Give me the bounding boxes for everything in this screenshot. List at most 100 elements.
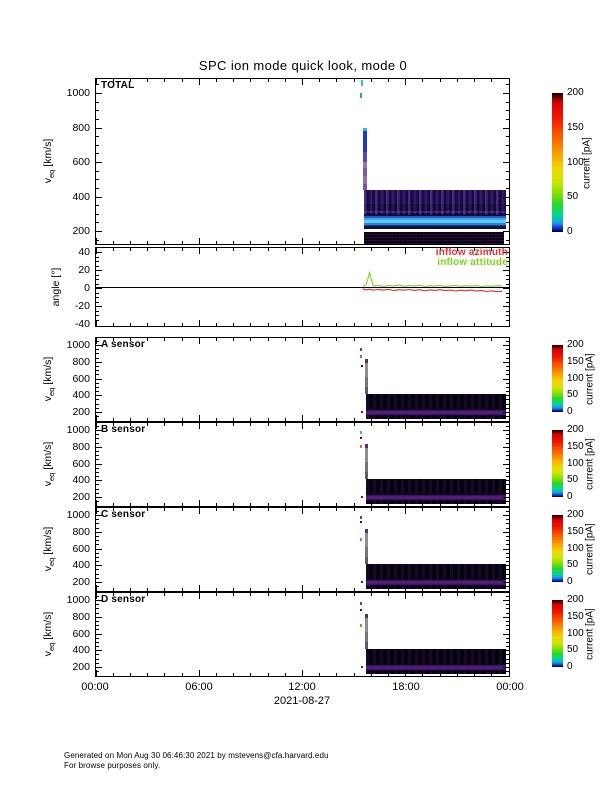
x-tick — [336, 588, 338, 591]
x-tick — [456, 423, 458, 426]
angle-legend: inflow azimuth inflow attitude — [436, 248, 508, 267]
y-tick — [506, 425, 509, 427]
x-tick — [233, 673, 235, 676]
x-tick — [215, 508, 217, 511]
y-tick — [96, 608, 99, 610]
y-tick — [503, 565, 509, 567]
total-spectrogram-noise — [364, 190, 506, 215]
x-tick — [233, 588, 235, 591]
y-tick — [506, 573, 509, 575]
y-tick-label: -40 — [74, 318, 90, 330]
y-tick — [96, 620, 99, 622]
x-tick — [353, 338, 355, 341]
x-tick — [388, 673, 390, 676]
y-tick — [506, 523, 509, 525]
x-tick — [284, 323, 286, 326]
x-tick — [215, 593, 217, 596]
y-tick — [506, 144, 509, 146]
y-tick — [503, 127, 509, 129]
y-tick-label: 600 — [72, 457, 90, 470]
x-tick — [267, 673, 269, 676]
x-tick — [147, 418, 149, 421]
y-tick — [503, 361, 509, 363]
colorbar — [552, 93, 563, 232]
x-tick — [302, 500, 303, 506]
y-tick-label: 600 — [72, 542, 90, 555]
x-tick — [508, 320, 510, 326]
y-tick-label: 0 — [84, 282, 90, 294]
x-tick — [284, 79, 286, 82]
data-speck — [360, 521, 362, 523]
colorbar-tick-label: 0 — [567, 406, 573, 417]
y-tick — [506, 283, 509, 285]
x-tick — [302, 79, 303, 85]
y-tick — [96, 527, 99, 529]
y-tick — [506, 353, 509, 355]
x-tick — [147, 593, 149, 596]
colorbar — [552, 345, 563, 412]
panel-d-sensor: D sensor — [95, 592, 510, 677]
x-tick — [319, 673, 321, 676]
x-tick — [491, 588, 493, 591]
x-tick — [353, 79, 355, 82]
y-tick — [96, 374, 99, 376]
y-tick — [506, 319, 509, 321]
x-tick — [439, 503, 441, 506]
x-tick — [181, 338, 183, 341]
colorbar-tick-label: 100 — [567, 457, 584, 469]
y-tick — [96, 279, 99, 280]
x-tick — [198, 415, 200, 421]
x-tick — [456, 248, 458, 251]
x-tick — [405, 423, 407, 429]
y-tick — [96, 523, 99, 525]
x-tick — [370, 338, 372, 341]
x-tick — [405, 585, 407, 591]
y-tick — [96, 467, 99, 469]
y-tick — [96, 231, 102, 232]
x-tick — [491, 241, 493, 244]
y-tick — [503, 288, 509, 289]
y-tick — [506, 136, 509, 138]
y-tick — [506, 527, 509, 529]
panel-total-label: TOTAL — [101, 80, 135, 91]
panel-a-sensor: A sensor — [95, 337, 510, 422]
data-speck — [361, 496, 363, 498]
x-tick — [302, 585, 303, 591]
colorbar-tick-label: 50 — [567, 191, 579, 203]
y-tick — [506, 654, 509, 656]
x-tick — [147, 248, 149, 251]
y-tick-label: 200 — [72, 576, 90, 588]
x-tick — [422, 338, 424, 341]
x-tick — [284, 248, 286, 251]
panel-b-label: B sensor — [101, 424, 146, 435]
x-tick — [474, 593, 476, 596]
y-tick-label: 1000 — [66, 339, 90, 351]
y-tick — [503, 231, 509, 232]
y-tick-label: -20 — [74, 300, 90, 312]
y-tick — [506, 399, 509, 401]
x-tick — [129, 588, 131, 591]
inflow-attitude-line — [362, 270, 503, 288]
x-tick — [198, 500, 200, 506]
x-tick — [250, 338, 252, 341]
y-tick-label: 1000 — [66, 87, 90, 99]
x-tick — [456, 588, 458, 591]
y-tick — [96, 497, 102, 498]
x-tick — [405, 79, 407, 85]
x-tick — [388, 503, 390, 506]
y-tick — [503, 582, 509, 583]
y-tick — [96, 446, 102, 448]
inflow-azimuth-line — [362, 288, 503, 293]
data-speck — [360, 445, 362, 448]
c-sensor-burst-spike — [365, 529, 368, 564]
x-tick — [95, 79, 97, 85]
data-speck — [360, 602, 362, 605]
colorbar-tick-label: 150 — [567, 610, 584, 622]
x-tick — [491, 418, 493, 421]
colorbar-tick-label: 50 — [567, 559, 579, 571]
x-tick — [233, 418, 235, 421]
x-tick — [112, 508, 114, 511]
y-tick — [96, 595, 99, 597]
colorbar-tick-label: 100 — [567, 627, 584, 639]
